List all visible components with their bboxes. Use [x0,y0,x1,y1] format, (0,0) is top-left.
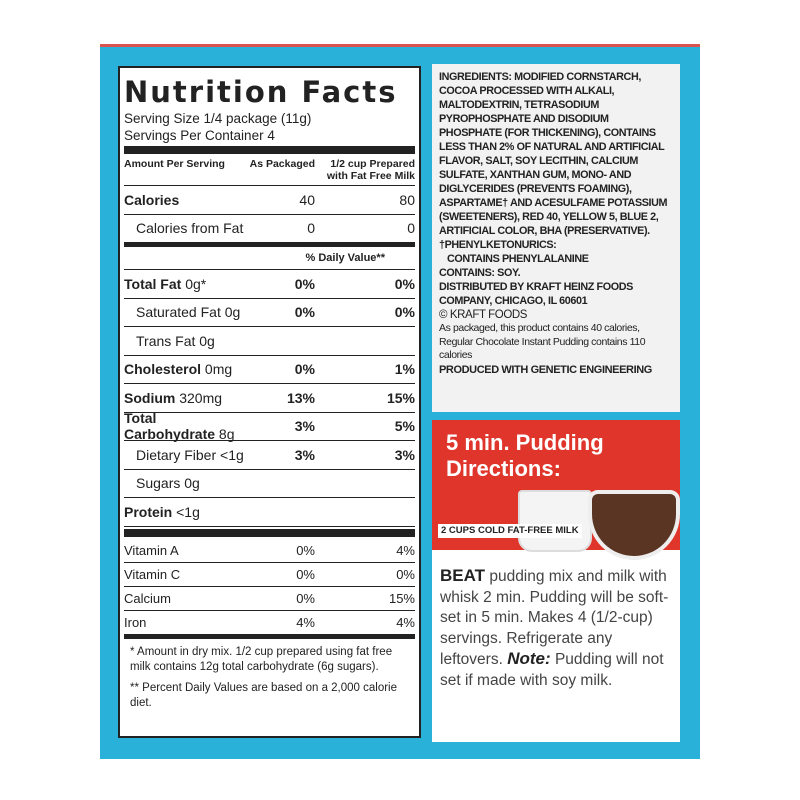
vitamin-row: Vitamin C 0% 0% [124,563,415,587]
distributor: DISTRIBUTED BY KRAFT HEINZ FOODS COMPANY… [439,281,633,307]
daily-value-header: % Daily Value** [124,247,415,270]
nutrition-title: Nutrition Facts [124,75,398,109]
directions-panel: 5 min. Pudding Directions: 2 CUPS COLD F… [432,420,680,742]
directions-title: 5 min. Pudding Directions: [446,430,604,481]
calories-fat-row: Calories from Fat 0 0 [124,215,415,243]
footnote-2: ** Percent Daily Values are based on a 2… [130,681,398,709]
calories-row: Calories 40 80 [124,186,415,215]
footnote-1: * Amount in dry mix. 1/2 cup prepared us… [130,645,393,673]
vitamin-row: Iron 4% 4% [124,611,415,635]
nutrition-facts-label: Nutrition Facts Serving Size 1/4 package… [118,66,421,738]
column-header: Amount Per Serving As Packaged 1/2 cup Pre… [124,156,415,186]
directions-header: 5 min. Pudding Directions: 2 CUPS COLD F… [432,420,680,560]
serving-size: Serving Size 1/4 package (11g) [124,111,312,126]
pudding-bowl-image [588,490,680,560]
nutrient-row: Dietary Fiber <1g 3% 3% [124,441,415,470]
ingredients-panel: INGREDIENTS: MODIFIED CORNSTARCH, COCOA … [432,64,680,412]
milk-label: 2 CUPS COLD FAT-FREE MILK [438,524,582,538]
calorie-note: As packaged, this product contains 40 ca… [439,322,646,361]
ge-disclosure: PRODUCED WITH GENETIC ENGINEERING [439,363,652,376]
vitamin-row: Vitamin A 0% 4% [124,539,415,563]
nutrient-row: Trans Fat 0g [124,327,415,356]
ingredients-text: INGREDIENTS: MODIFIED CORNSTARCH, COCOA … [439,71,668,237]
nutrient-row: Total Carbohydrate 8g 3% 5% [124,410,415,443]
nutrient-row: Total Fat 0g* 0% 0% [124,270,415,299]
nutrient-row: Protein <1g [124,498,415,527]
directions-text: BEAT pudding mix and milk with whisk 2 m… [440,566,669,689]
copyright: © KRAFT FOODS [439,309,528,321]
nutrient-row: Sodium 320mg 13% 15% [124,384,415,413]
milk-cup-image [518,490,592,552]
nutrient-row: Cholesterol 0mg 0% 1% [124,356,415,384]
allergen: CONTAINS: SOY. [439,267,521,279]
servings-per-container: Servings Per Container 4 [124,128,275,143]
pku-warning: †PHENYLKETONURICS: [439,239,557,251]
vitamin-row: Calcium 0% 15% [124,587,415,611]
nutrient-row: Saturated Fat 0g 0% 0% [124,299,415,327]
nutrient-row: Sugars 0g [124,470,415,498]
pku-contains: CONTAINS PHENYLALANINE [447,253,589,265]
